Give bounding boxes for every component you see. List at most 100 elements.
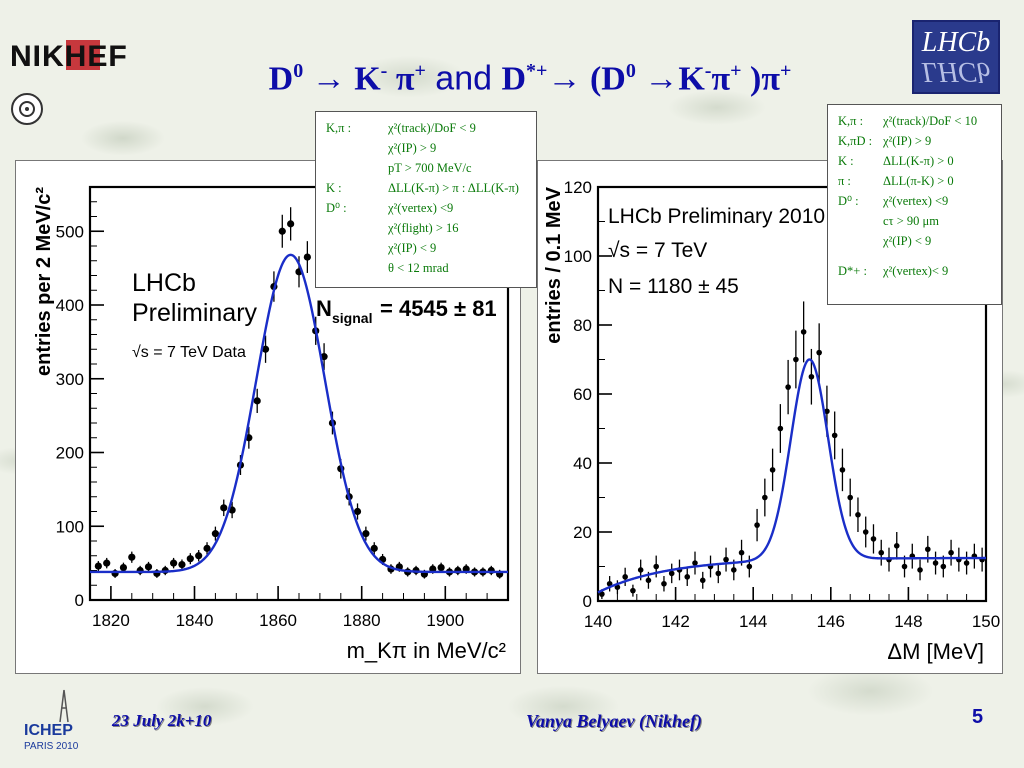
lhcb-logo-reflection: LHCb <box>921 56 991 87</box>
data-point <box>253 397 261 405</box>
data-point <box>606 580 613 587</box>
data-point <box>178 561 186 569</box>
y-tick-label: 0 <box>583 592 592 611</box>
y-tick-label: 120 <box>564 178 592 197</box>
cut-row: pT > 700 MeV/c <box>326 158 528 178</box>
nikhef-seal-icon <box>11 93 43 125</box>
data-point <box>668 570 675 577</box>
data-point <box>437 563 445 572</box>
y-axis-label: entries per 2 MeV/c² <box>33 187 55 376</box>
data-point <box>303 253 311 261</box>
cut-row: θ < 12 mrad <box>326 258 528 278</box>
y-tick-label: 0 <box>75 591 84 610</box>
data-point <box>862 529 869 535</box>
data-point <box>119 563 128 572</box>
plot-annotation-yield: N = 1180 ± 45 <box>608 275 739 298</box>
lhcb-logo-text: LHCb <box>921 27 991 58</box>
ichep-logo: ICHEP PARIS 2010 <box>20 688 92 758</box>
cut-row: χ²(flight) > 16 <box>326 218 528 238</box>
data-point <box>622 574 628 580</box>
data-point <box>839 467 846 473</box>
y-tick-label: 20 <box>573 523 592 542</box>
cut-value: ΔLL(π-K) > 0 <box>883 174 954 188</box>
eiffel-tower-icon <box>59 689 69 723</box>
data-point <box>831 432 838 439</box>
cut-row: K : ΔLL(K-π) > 0 <box>838 151 995 171</box>
cut-value: χ²(IP) > 9 <box>388 141 437 155</box>
x-axis-label: ΔM [MeV] <box>887 639 984 664</box>
footer-author: Vanya Belyaev (Nikhef) <box>526 711 702 731</box>
ichep-logo-subtext: PARIS 2010 <box>24 741 79 752</box>
footer-date: 23 July 2k+10 <box>112 711 212 730</box>
data-point <box>699 577 706 584</box>
cut-value: ΔLL(K-π) > 0 <box>883 154 954 168</box>
y-tick-label: 100 <box>56 517 84 536</box>
cut-value: χ²(track)/DoF < 9 <box>388 121 476 135</box>
cut-value: χ²(flight) > 16 <box>388 221 459 235</box>
lhcb-logo: LHCb LHCb <box>912 20 1000 94</box>
d0-selection-cuts-box: K,π : χ²(track)/DoF < 9 χ²(IP) > 9 pT > 700… <box>315 111 537 288</box>
fit-curve <box>597 358 986 594</box>
n-signal-subscript: signal <box>332 310 372 326</box>
data-point <box>870 536 877 542</box>
data-point <box>878 549 885 556</box>
cut-value: cτ > 90 μm <box>883 214 939 228</box>
cut-label: D⁰ : <box>326 201 347 215</box>
d0-mass-plot: 1820 1840 1860 1880 1900 0 100 200 300 400 500 m_Kπ… <box>33 185 510 663</box>
cut-value: χ²(track)/DoF < 10 <box>883 114 978 128</box>
y-tick-label: 300 <box>56 370 84 389</box>
data-point <box>746 563 753 570</box>
cut-label: D⁰ : <box>838 194 859 208</box>
data-point <box>637 567 644 573</box>
ichep-logo-text: ICHEP <box>24 722 73 739</box>
data-point <box>278 227 286 235</box>
x-tick-label: 140 <box>584 612 612 631</box>
y-tick-label: 200 <box>56 444 84 463</box>
cut-row: χ²(IP) < 9 <box>326 238 528 258</box>
x-tick-label: 1880 <box>343 611 381 630</box>
data-point <box>261 345 270 353</box>
data-point <box>917 567 923 573</box>
data-point <box>287 220 295 228</box>
data-point <box>684 574 691 580</box>
y-tick-label: 400 <box>56 296 84 315</box>
data-point <box>186 555 194 563</box>
data-point <box>195 552 203 560</box>
delta-m-plot: 140 142 144 146 148 150 0 20 40 60 80 100 120 ΔM [MeV… <box>543 178 1000 664</box>
data-point <box>769 467 776 473</box>
data-point <box>940 563 947 570</box>
data-point <box>630 587 636 594</box>
data-point <box>932 560 939 566</box>
data-point <box>893 543 900 549</box>
data-point <box>777 425 784 432</box>
plot-annotation-preliminary: Preliminary <box>132 299 258 327</box>
cut-label: K,π : <box>838 114 864 128</box>
y-tick-label: 60 <box>573 385 592 404</box>
cut-value: χ²(vertex) <9 <box>388 201 454 215</box>
cut-row: χ²(IP) < 9 <box>838 231 995 251</box>
cut-row: K,πD : χ²(IP) > 9 <box>838 131 995 151</box>
x-axis-label: m_Kπ in MeV/c² <box>347 638 506 663</box>
cut-value: pT > 700 MeV/c <box>388 161 472 175</box>
data-point <box>785 384 791 390</box>
cut-label: D*+ : <box>838 264 867 278</box>
data-point <box>170 559 178 567</box>
cut-value: χ²(IP) < 9 <box>388 241 437 255</box>
data-point <box>793 356 799 363</box>
data-point <box>362 530 370 538</box>
data-point <box>824 408 830 415</box>
data-point <box>203 544 211 552</box>
x-tick-label: 1840 <box>176 611 214 630</box>
y-tick-label: 80 <box>573 316 592 335</box>
cut-row: D*+ : χ²(vertex)< 9 <box>838 261 995 281</box>
x-tick-label: 142 <box>661 612 689 631</box>
y-tick-label: 500 <box>56 222 84 241</box>
plot-annotation-lhcb: LHCb <box>132 269 196 297</box>
cut-row: K,π : χ²(track)/DoF < 10 <box>838 111 995 131</box>
cut-label: K : <box>838 154 854 168</box>
data-point <box>847 494 853 501</box>
cut-value: χ²(vertex) <9 <box>883 194 949 208</box>
data-point <box>128 553 136 561</box>
data-point <box>723 556 729 563</box>
x-tick-label: 144 <box>739 612 767 631</box>
